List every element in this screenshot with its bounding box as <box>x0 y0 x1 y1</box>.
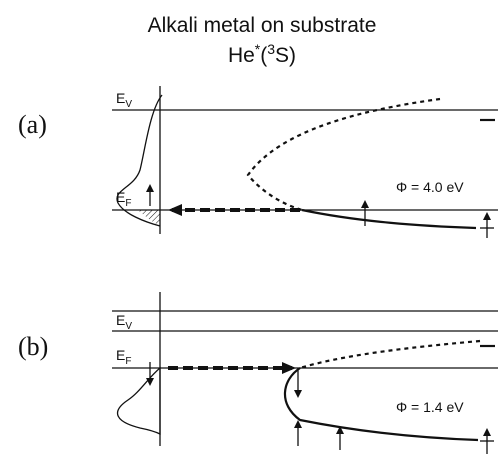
occupied-level <box>301 208 477 230</box>
subtitle-sup: 3 <box>267 41 275 57</box>
vacuum-label: EV <box>116 90 132 110</box>
e: E <box>116 312 125 328</box>
title: Alkali metal on substrate <box>148 14 377 37</box>
sub: V <box>125 99 132 110</box>
e: E <box>116 90 125 106</box>
panel-label: (a) <box>18 110 47 139</box>
sub: V <box>125 321 132 332</box>
panel-a: (a) EV EF Φ = 4.0 eV <box>18 86 498 238</box>
subtitle: He*(3S) <box>228 41 296 67</box>
work-function: Φ = 1.4 eV <box>396 399 464 415</box>
subtitle-open: ( <box>260 44 267 67</box>
e: E <box>116 189 125 205</box>
panel-label: (b) <box>18 332 48 361</box>
fermi-label: EF <box>116 189 131 209</box>
filled-states <box>116 366 161 436</box>
dos-curve <box>116 94 163 227</box>
sub: F <box>125 356 131 367</box>
panel-b: (b) EV EF Φ = 1.4 eV <box>18 292 498 454</box>
subtitle-star: * <box>255 41 261 57</box>
occupied-level <box>283 367 479 442</box>
work-function: Φ = 4.0 eV <box>396 179 464 195</box>
subtitle-rest: S) <box>275 44 296 67</box>
fermi-label: EF <box>116 347 131 367</box>
unoccupied-level <box>246 97 441 212</box>
e: E <box>116 347 125 363</box>
filled-states <box>138 210 160 226</box>
unoccupied-level <box>299 339 481 370</box>
sub: F <box>125 198 131 209</box>
vacuum-label: EV <box>116 312 132 332</box>
subtitle-base: He <box>228 44 255 67</box>
